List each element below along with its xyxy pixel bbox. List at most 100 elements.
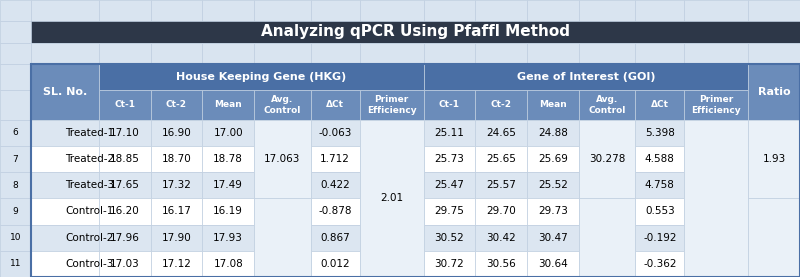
Bar [527,225,579,251]
Bar [0,64,31,90]
Bar [254,120,310,146]
Bar [579,120,635,146]
Bar [99,146,150,172]
Bar [150,251,202,277]
Text: 17.49: 17.49 [214,180,243,190]
Text: 29.70: 29.70 [486,206,516,216]
Bar [254,0,310,20]
Text: Control-2: Control-2 [65,233,114,243]
Bar [31,20,800,43]
Bar [31,64,800,277]
Bar [310,43,359,64]
Bar [748,64,800,90]
Bar [475,251,527,277]
Bar [31,64,99,120]
Bar [202,146,254,172]
Bar [527,0,579,20]
Text: House Keeping Gene (HKG): House Keeping Gene (HKG) [176,72,346,82]
Bar [475,120,527,146]
Text: 16.90: 16.90 [162,128,191,138]
Bar [684,120,748,277]
Bar [254,198,310,277]
Bar [310,251,359,277]
Bar [31,120,99,146]
Bar [0,90,31,120]
Bar [310,0,359,20]
Text: 16.20: 16.20 [110,206,139,216]
Bar [684,146,748,172]
Text: 6: 6 [13,128,18,137]
Text: 17.32: 17.32 [162,180,191,190]
Bar [99,90,150,120]
Text: Primer
Efficiency: Primer Efficiency [691,95,741,115]
Bar [684,251,748,277]
Text: Gene of Interest (GOI): Gene of Interest (GOI) [517,72,655,82]
Bar [99,0,150,20]
Text: 0.422: 0.422 [320,180,350,190]
Bar [202,251,254,277]
Bar [31,225,99,251]
Bar [254,120,310,198]
Text: 17.12: 17.12 [162,259,191,269]
Bar [423,0,475,20]
Bar [579,225,635,251]
Bar [579,90,635,120]
Bar [635,90,684,120]
Bar [202,120,254,146]
Bar [423,64,748,90]
Text: Avg.
Control: Avg. Control [264,95,301,115]
Bar [579,43,635,64]
Text: 18.78: 18.78 [214,154,243,164]
Bar [423,90,475,120]
Bar [150,90,202,120]
Bar [635,43,684,64]
Bar [310,90,359,120]
Bar [684,172,748,198]
Text: Ct-2: Ct-2 [166,100,187,109]
Bar [99,198,150,225]
Bar [310,146,359,172]
Bar [254,146,310,172]
Bar [684,225,748,251]
Bar [423,172,475,198]
Bar [310,172,359,198]
Bar [527,146,579,172]
Text: 25.65: 25.65 [486,154,516,164]
Bar [579,146,635,172]
Text: 10: 10 [10,233,22,242]
Bar [31,146,99,172]
Bar [0,146,31,172]
Text: Ct-1: Ct-1 [439,100,460,109]
Bar [579,198,635,277]
Bar [359,146,423,172]
Bar [527,198,579,225]
Text: 30.64: 30.64 [538,259,568,269]
Bar [202,225,254,251]
Text: 25.52: 25.52 [538,180,568,190]
Bar [475,172,527,198]
Text: 17.93: 17.93 [214,233,243,243]
Text: 30.42: 30.42 [486,233,516,243]
Bar [150,43,202,64]
Bar [0,251,31,277]
Text: 0.553: 0.553 [645,206,674,216]
Bar [527,120,579,146]
Bar [359,172,423,198]
Bar [748,43,800,64]
Bar [150,120,202,146]
Bar [0,172,31,198]
Bar [150,172,202,198]
Text: -0.362: -0.362 [643,259,677,269]
Text: 1.712: 1.712 [320,154,350,164]
Text: 16.19: 16.19 [214,206,243,216]
Bar [202,172,254,198]
Bar [99,64,423,90]
Bar [359,120,423,146]
Bar [748,251,800,277]
Bar [31,172,99,198]
Text: 1.93: 1.93 [762,154,786,164]
Bar [579,251,635,277]
Bar [579,198,635,225]
Bar [748,198,800,225]
Bar [748,64,800,120]
